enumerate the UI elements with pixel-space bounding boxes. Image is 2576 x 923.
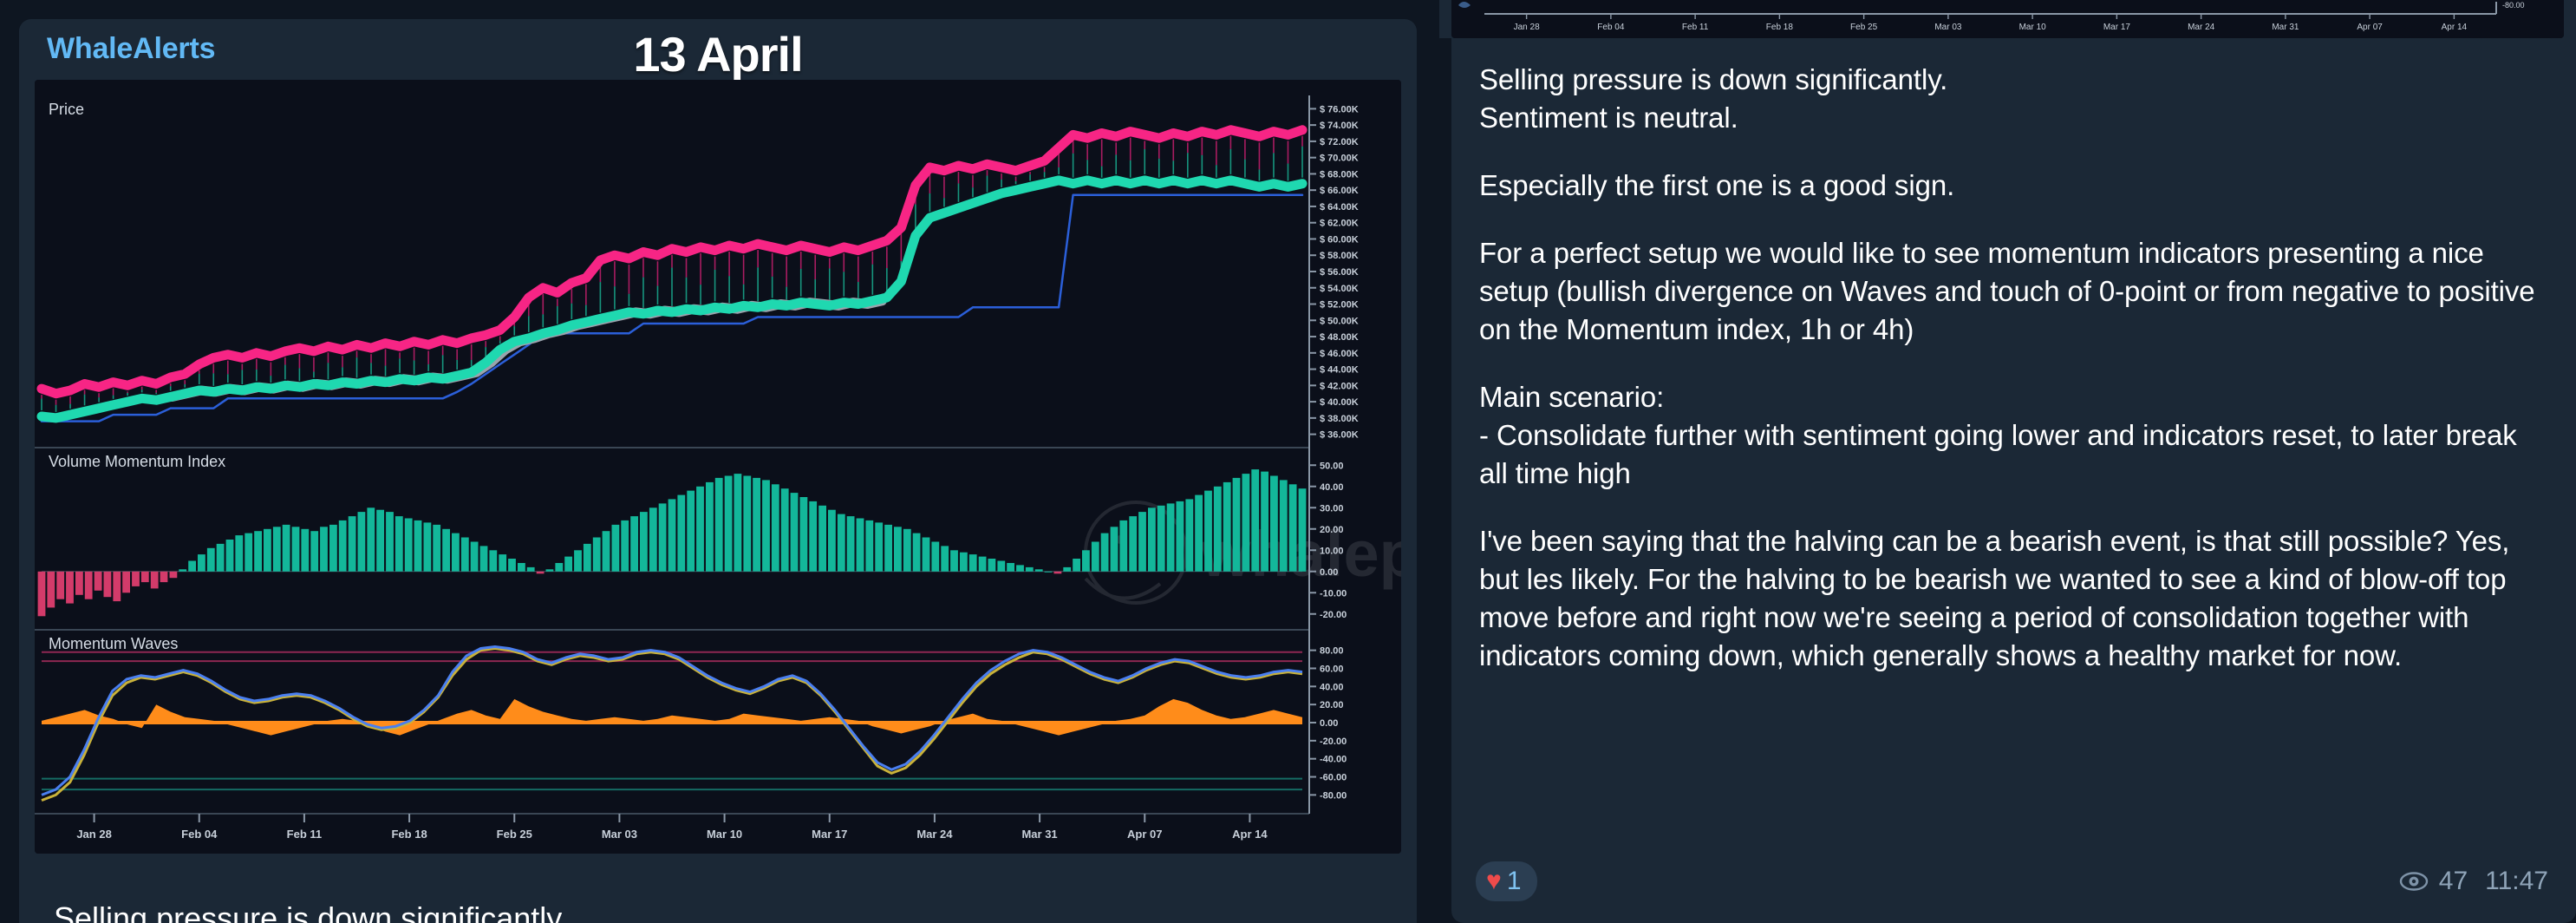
svg-text:Mar 10: Mar 10 <box>2019 23 2047 32</box>
view-count: 47 <box>2438 867 2468 895</box>
svg-text:$ 52.00K: $ 52.00K <box>1320 300 1359 311</box>
svg-text:Mar 10: Mar 10 <box>707 828 742 841</box>
svg-text:20.00: 20.00 <box>1320 525 1344 535</box>
svg-text:Momentum Waves: Momentum Waves <box>49 635 178 652</box>
analysis-paragraph: Selling pressure is down significantly. <box>1479 63 1948 95</box>
svg-text:Feb 11: Feb 11 <box>1682 23 1709 32</box>
analysis-text-body: Selling pressure is down significantly. S… <box>1479 61 2550 675</box>
svg-text:$ 38.00K: $ 38.00K <box>1320 414 1359 424</box>
svg-text:$ 42.00K: $ 42.00K <box>1320 381 1359 391</box>
svg-text:Feb 18: Feb 18 <box>391 828 427 841</box>
chart-image[interactable]: whaleportal Price $ 76.00K$ 74.00K$ 72.0… <box>35 80 1401 854</box>
svg-text:Feb 04: Feb 04 <box>181 828 218 841</box>
svg-text:0.00: 0.00 <box>1320 567 1338 578</box>
svg-text:Apr 07: Apr 07 <box>2357 23 2383 32</box>
svg-text:$ 46.00K: $ 46.00K <box>1320 349 1359 359</box>
right-message-column: -80.00 Jan 28 Feb 04 Feb 11 Feb 18 Feb 25 Mar… <box>1439 0 2576 923</box>
left-message-column: WhaleAlerts 13 April w <box>19 19 1417 923</box>
svg-text:Mar 24: Mar 24 <box>2188 23 2215 32</box>
paragraph-spacer <box>1479 493 2550 522</box>
analysis-paragraph: Main scenario: <box>1479 381 1665 413</box>
svg-text:Mar 17: Mar 17 <box>2103 23 2131 32</box>
svg-text:$ 74.00K: $ 74.00K <box>1320 121 1359 131</box>
message-meta: 47 11:47 <box>2399 867 2548 896</box>
svg-text:$ 58.00K: $ 58.00K <box>1320 251 1359 261</box>
svg-text:30.00: 30.00 <box>1320 503 1344 514</box>
message-header: WhaleAlerts 13 April <box>19 19 1417 82</box>
svg-text:$ 48.00K: $ 48.00K <box>1320 332 1359 343</box>
svg-text:Feb 18: Feb 18 <box>1766 23 1794 32</box>
heart-icon: ♥ <box>1486 867 1502 895</box>
svg-text:-20.00: -20.00 <box>1320 736 1347 747</box>
analysis-paragraph: I've been saying that the halving can be… <box>1479 525 2510 671</box>
svg-text:10.00: 10.00 <box>1320 546 1344 556</box>
svg-text:40.00: 40.00 <box>1320 682 1344 692</box>
svg-text:Feb 11: Feb 11 <box>287 828 322 841</box>
svg-text:-10.00: -10.00 <box>1320 588 1347 599</box>
chart-date-title: 13 April <box>633 27 803 82</box>
svg-text:$ 70.00K: $ 70.00K <box>1320 154 1359 164</box>
svg-text:Mar 03: Mar 03 <box>1934 23 1962 32</box>
svg-text:Apr 14: Apr 14 <box>1232 828 1268 841</box>
svg-text:Price: Price <box>49 101 84 118</box>
svg-text:$ 40.00K: $ 40.00K <box>1320 397 1359 408</box>
svg-text:Mar 24: Mar 24 <box>916 828 953 841</box>
svg-text:$ 60.00K: $ 60.00K <box>1320 234 1359 245</box>
chart-message-bubble[interactable]: WhaleAlerts 13 April w <box>19 19 1417 923</box>
svg-text:$ 66.00K: $ 66.00K <box>1320 186 1359 196</box>
whaleportal-chart-svg: whaleportal Price $ 76.00K$ 74.00K$ 72.0… <box>35 80 1401 854</box>
svg-text:Mar 17: Mar 17 <box>812 828 847 841</box>
analysis-message-bubble[interactable]: Selling pressure is down significantly. S… <box>1451 38 2576 923</box>
analysis-paragraph: Sentiment is neutral. <box>1479 101 1738 134</box>
svg-text:$ 54.00K: $ 54.00K <box>1320 284 1359 294</box>
svg-text:60.00: 60.00 <box>1320 664 1344 674</box>
svg-text:$ 50.00K: $ 50.00K <box>1320 316 1359 326</box>
svg-text:Jan 28: Jan 28 <box>76 828 111 841</box>
svg-text:Volume Momentum Index: Volume Momentum Index <box>49 453 225 470</box>
svg-text:0.00: 0.00 <box>1320 718 1338 729</box>
svg-text:$ 64.00K: $ 64.00K <box>1320 202 1359 213</box>
svg-text:-80.00: -80.00 <box>1320 790 1347 801</box>
next-message-preview: Selling pressure is down significantly <box>54 900 563 923</box>
analysis-paragraph: Especially the first one is a good sign. <box>1479 169 1955 201</box>
svg-text:Mar 03: Mar 03 <box>602 828 637 841</box>
paragraph-spacer <box>1479 205 2550 234</box>
svg-text:Feb 25: Feb 25 <box>497 828 532 841</box>
svg-text:Mar 31: Mar 31 <box>1021 828 1057 841</box>
previous-chart-bottom-strip[interactable]: -80.00 Jan 28 Feb 04 Feb 11 Feb 18 Feb 25 Mar… <box>1439 0 2576 38</box>
svg-text:Feb 25: Feb 25 <box>1850 23 1878 32</box>
svg-text:Mar 31: Mar 31 <box>2272 23 2299 32</box>
channel-name[interactable]: WhaleAlerts <box>47 31 216 65</box>
svg-text:$ 62.00K: $ 62.00K <box>1320 219 1359 229</box>
eye-icon <box>2399 872 2429 891</box>
svg-text:$ 68.00K: $ 68.00K <box>1320 169 1359 180</box>
svg-text:-80.00: -80.00 <box>2502 1 2525 10</box>
previous-chart-axis-svg: -80.00 Jan 28 Feb 04 Feb 11 Feb 18 Feb 25 Mar… <box>1451 0 2564 38</box>
svg-text:Apr 14: Apr 14 <box>2442 23 2468 32</box>
reaction-count: 1 <box>1506 867 1522 895</box>
svg-text:Apr 07: Apr 07 <box>1127 828 1162 841</box>
svg-text:Jan 28: Jan 28 <box>1514 23 1540 32</box>
svg-text:-40.00: -40.00 <box>1320 755 1347 765</box>
paragraph-spacer <box>1479 349 2550 378</box>
analysis-paragraph: For a perfect setup we would like to see… <box>1479 237 2535 345</box>
svg-text:20.00: 20.00 <box>1320 700 1344 710</box>
svg-text:80.00: 80.00 <box>1320 646 1344 657</box>
heart-reaction-button[interactable]: ♥ 1 <box>1476 861 1537 901</box>
svg-text:-20.00: -20.00 <box>1320 610 1347 620</box>
message-timestamp: 11:47 <box>2485 867 2548 895</box>
analysis-paragraph: - Consolidate further with sentiment goi… <box>1479 419 2517 489</box>
paragraph-spacer <box>1479 137 2550 167</box>
message-footer: ♥ 1 47 11:47 <box>1476 861 2548 902</box>
svg-text:50.00: 50.00 <box>1320 461 1344 471</box>
svg-text:Feb 04: Feb 04 <box>1597 23 1625 32</box>
svg-text:40.00: 40.00 <box>1320 482 1344 493</box>
svg-text:$ 72.00K: $ 72.00K <box>1320 137 1359 147</box>
svg-text:$ 36.00K: $ 36.00K <box>1320 430 1359 441</box>
svg-text:-60.00: -60.00 <box>1320 773 1347 783</box>
svg-text:$ 56.00K: $ 56.00K <box>1320 267 1359 278</box>
svg-text:$ 44.00K: $ 44.00K <box>1320 365 1359 376</box>
svg-text:$ 76.00K: $ 76.00K <box>1320 104 1359 115</box>
